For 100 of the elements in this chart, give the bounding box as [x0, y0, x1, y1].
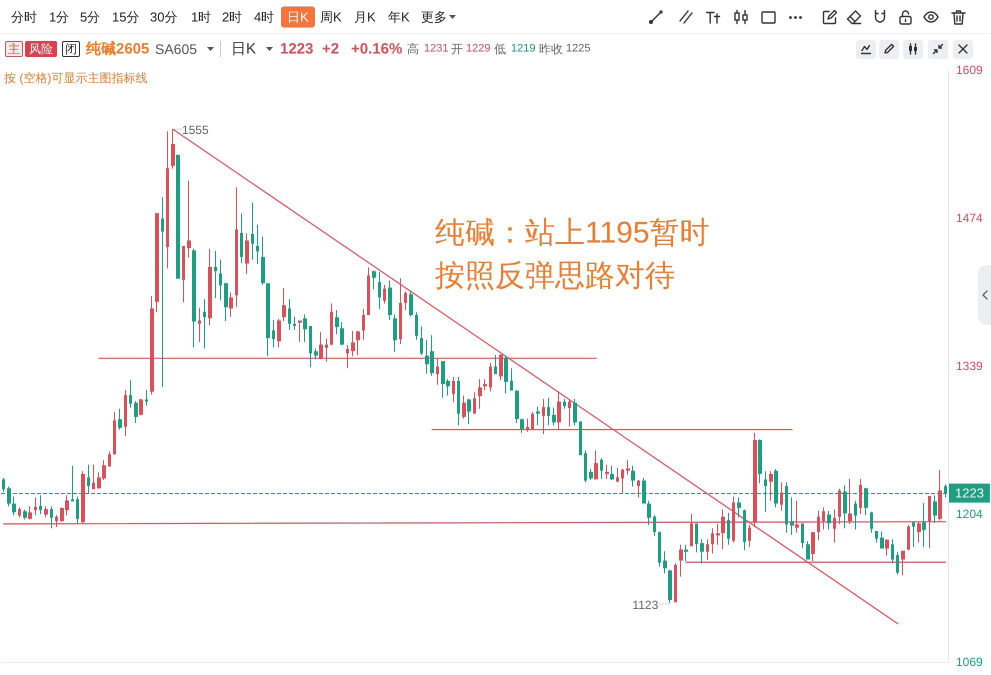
candlestick: [76, 496, 79, 524]
candlestick: [145, 390, 148, 406]
candlestick: [907, 524, 910, 551]
candlestick: [229, 292, 233, 318]
candlestick: [187, 180, 191, 258]
candlestick: [922, 502, 926, 548]
candlestick: [383, 284, 386, 304]
candlestick: [605, 464, 609, 480]
text: 风险: [25, 41, 57, 57]
candlestick: [166, 130, 169, 269]
text: 1分: [49, 10, 70, 24]
text: 1225: [566, 42, 590, 54]
y-tick-label: 1069: [956, 655, 984, 669]
candlestick: [790, 497, 794, 536]
candlestick: [674, 562, 677, 602]
text: 分时: [11, 10, 37, 24]
text: 高: [407, 42, 419, 56]
candlestick: [552, 407, 556, 426]
candlestick: [647, 500, 651, 526]
candlestick: [277, 318, 281, 348]
text: 30分: [150, 10, 178, 24]
candlestick: [880, 531, 884, 548]
candlestick: [457, 376, 460, 426]
text: +2: [322, 40, 340, 58]
y-tick-label: 1609: [956, 63, 984, 77]
candlestick: [7, 486, 11, 507]
text: 昨收: [539, 42, 563, 56]
candlestick: [616, 467, 619, 483]
candlestick: [515, 390, 519, 424]
text: 月K: [354, 10, 376, 24]
candlestick: [282, 288, 286, 322]
candlestick: [663, 550, 667, 574]
candlestick: [695, 523, 698, 553]
candlestick: [176, 154, 180, 279]
text: 15分: [112, 10, 140, 24]
candlestick: [309, 326, 312, 368]
text: 5分: [80, 10, 100, 24]
text: 1219: [511, 42, 536, 54]
candlestick: [272, 319, 275, 348]
candlestick: [494, 354, 497, 374]
candlestick: [134, 400, 138, 424]
candlestick: [684, 544, 688, 562]
candlestick: [536, 406, 540, 426]
candlestick: [409, 290, 413, 318]
candlestick: [875, 531, 878, 544]
candlestick: [367, 266, 370, 315]
candlestick: [118, 408, 122, 430]
candlestick: [467, 398, 471, 425]
candlestick: [266, 283, 270, 357]
candlestick: [108, 451, 111, 468]
text: SA605: [155, 41, 198, 57]
candlestick: [34, 497, 37, 516]
text: 纯碱2605: [86, 40, 150, 58]
text: 周K: [320, 10, 342, 24]
text: 主: [5, 41, 23, 57]
candlestick: [568, 399, 571, 427]
candlestick: [139, 398, 143, 416]
text: 1223: [280, 40, 314, 58]
candlestick: [510, 368, 513, 391]
candlestick: [748, 524, 751, 548]
candlestick: [885, 538, 889, 556]
candlestick: [584, 450, 587, 483]
candlestick: [12, 496, 16, 516]
candlestick: [563, 398, 566, 410]
candlestick: [356, 330, 360, 356]
candlestick: [415, 312, 418, 340]
candlestick: [388, 280, 392, 320]
candlestick: [483, 378, 487, 391]
candlestick: [547, 397, 550, 426]
candlestick: [378, 271, 381, 310]
candlestick: [504, 356, 508, 394]
candlestick: [727, 512, 730, 546]
candlestick: [28, 506, 32, 520]
candlestick: [870, 511, 873, 534]
text: 纯碱：站上1195暂时: [435, 216, 710, 250]
candlestick: [462, 395, 466, 420]
candlestick: [245, 232, 249, 274]
text: 年K: [388, 10, 410, 24]
candlestick: [23, 509, 27, 520]
text: 低: [494, 42, 506, 56]
candlestick: [854, 500, 857, 530]
candlestick: [912, 521, 915, 548]
candlestick: [224, 282, 228, 322]
candlestick: [198, 307, 201, 342]
candlestick: [626, 460, 630, 476]
candlestick: [679, 544, 683, 577]
candlestick: [610, 465, 614, 481]
candlestick: [256, 224, 259, 265]
candlestick: [155, 213, 159, 313]
candlestick: [219, 259, 222, 301]
candlestick: [192, 248, 196, 348]
candlestick: [827, 510, 831, 530]
candlestick: [293, 316, 296, 330]
candlestick: [637, 480, 640, 498]
text: +0.16%: [351, 40, 402, 58]
candlestick: [631, 465, 635, 488]
candlestick: [340, 322, 344, 346]
ref-line-label: 1223: [955, 486, 984, 501]
candlestick: [489, 362, 492, 392]
candlestick: [303, 314, 307, 342]
